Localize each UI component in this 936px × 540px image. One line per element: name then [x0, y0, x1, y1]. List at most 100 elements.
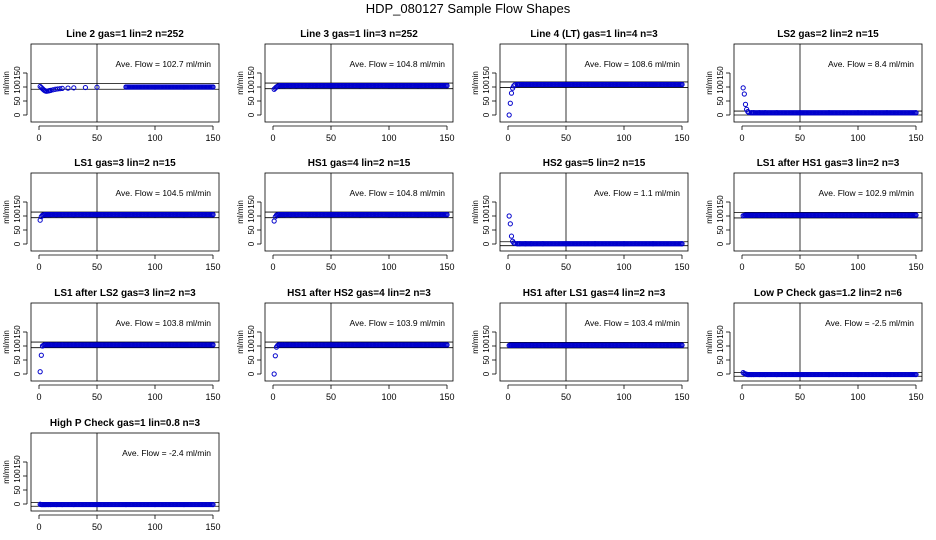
panel-title: Low P Check gas=1.2 lin=2 n=6	[754, 288, 902, 299]
data-point	[855, 371, 861, 378]
data-point	[71, 501, 77, 508]
y-tick-label: 50	[247, 355, 256, 364]
data-series	[740, 85, 919, 116]
x-tick-label: 100	[381, 133, 396, 143]
data-point	[57, 86, 63, 92]
data-point	[508, 233, 515, 239]
data-point	[797, 371, 803, 378]
y-tick-label: 50	[482, 225, 491, 234]
x-axis: 0 50 100 150	[270, 125, 455, 143]
y-axis-label: ml/min	[2, 460, 11, 484]
ave-flow-annotation: Ave. Flow = 104.5 ml/min	[115, 188, 211, 198]
x-tick-label: 0	[36, 392, 41, 402]
data-point	[181, 342, 187, 348]
y-tick-label: 50	[716, 225, 725, 234]
y-tick-label: 150	[482, 195, 491, 209]
data-point	[756, 110, 763, 116]
data-point	[507, 221, 513, 227]
y-tick-label: 0	[13, 112, 22, 117]
y-tick-label: 0	[716, 241, 725, 246]
panel-title: HS2 gas=5 lin=2 n=15	[543, 158, 646, 169]
y-tick-label: 0	[247, 371, 256, 376]
data-point	[123, 84, 129, 90]
x-tick-label: 100	[147, 392, 162, 402]
data-point	[742, 101, 749, 107]
data-point	[386, 212, 392, 218]
y-axis-label: ml/min	[471, 71, 480, 95]
data-point	[740, 85, 746, 91]
y-tick-label: 50	[716, 355, 725, 364]
y-tick-label: 50	[247, 225, 256, 234]
x-tick-label: 150	[674, 392, 689, 402]
x-axis: 0 50 100 150	[36, 384, 221, 402]
data-point	[592, 81, 598, 88]
data-point	[38, 352, 44, 358]
data-point	[522, 81, 529, 88]
panel-title: HS1 after LS1 gas=4 lin=2 n=3	[523, 288, 666, 299]
panel-title: High P Check gas=1 lin=0.8 n=3	[50, 418, 201, 429]
data-point	[756, 371, 763, 378]
x-tick-label: 150	[205, 522, 220, 532]
y-tick-label: 100	[13, 209, 22, 223]
y-tick-label: 150	[716, 195, 725, 209]
data-point	[508, 90, 515, 96]
data-point	[59, 212, 65, 218]
y-axis-label: ml/min	[236, 330, 245, 354]
x-tick-label: 0	[270, 133, 275, 143]
data-point	[94, 501, 100, 508]
x-axis: 0 50 100 150	[739, 254, 924, 272]
data-point	[650, 342, 656, 348]
data-point	[563, 342, 569, 348]
y-tick-label: 0	[247, 112, 256, 117]
data-point	[45, 342, 51, 348]
chart-panel-8: LS1 after HS1 gas=3 lin=2 n=30 50 100 15005…	[705, 158, 924, 272]
data-point	[826, 110, 832, 116]
data-point	[152, 84, 158, 90]
x-axis: 0 50 100 150	[739, 125, 924, 143]
data-point	[53, 342, 60, 348]
y-axis-label: ml/min	[2, 330, 11, 354]
data-point	[305, 342, 311, 348]
chart-panel-10: HS1 after HS2 gas=4 lin=2 n=30 50 100 15005…	[236, 288, 455, 402]
y-tick-label: 0	[13, 501, 22, 506]
data-point	[293, 83, 299, 89]
data-point	[357, 342, 363, 348]
data-point	[357, 83, 363, 89]
data-point	[679, 342, 685, 348]
data-point	[506, 112, 512, 118]
x-tick-label: 150	[674, 262, 689, 272]
data-point	[272, 353, 278, 359]
data-point	[522, 241, 529, 247]
plot-frame	[733, 302, 923, 382]
data-point	[540, 241, 546, 247]
data-point	[53, 212, 60, 218]
data-point	[71, 342, 77, 348]
x-tick-label: 50	[92, 392, 102, 402]
data-point	[282, 342, 288, 348]
x-tick-label: 50	[561, 392, 571, 402]
data-point	[826, 212, 832, 218]
x-tick-label: 50	[326, 133, 336, 143]
data-point	[71, 212, 77, 218]
data-point	[59, 342, 65, 348]
data-point	[328, 212, 334, 218]
data-point	[48, 212, 54, 218]
data-point	[328, 83, 334, 89]
data-point	[506, 213, 512, 219]
data-series	[37, 342, 216, 375]
chart-panel-6: HS1 gas=4 lin=2 n=150 50 100 150050100150ml…	[236, 158, 455, 272]
data-series	[506, 342, 685, 349]
data-point	[152, 342, 158, 348]
data-point	[592, 241, 598, 247]
y-axis-label: ml/min	[236, 71, 245, 95]
y-tick-label: 0	[482, 371, 491, 376]
y-tick-label: 150	[247, 66, 256, 80]
y-tick-label: 50	[247, 96, 256, 105]
data-point	[522, 342, 529, 348]
x-tick-label: 100	[147, 133, 162, 143]
